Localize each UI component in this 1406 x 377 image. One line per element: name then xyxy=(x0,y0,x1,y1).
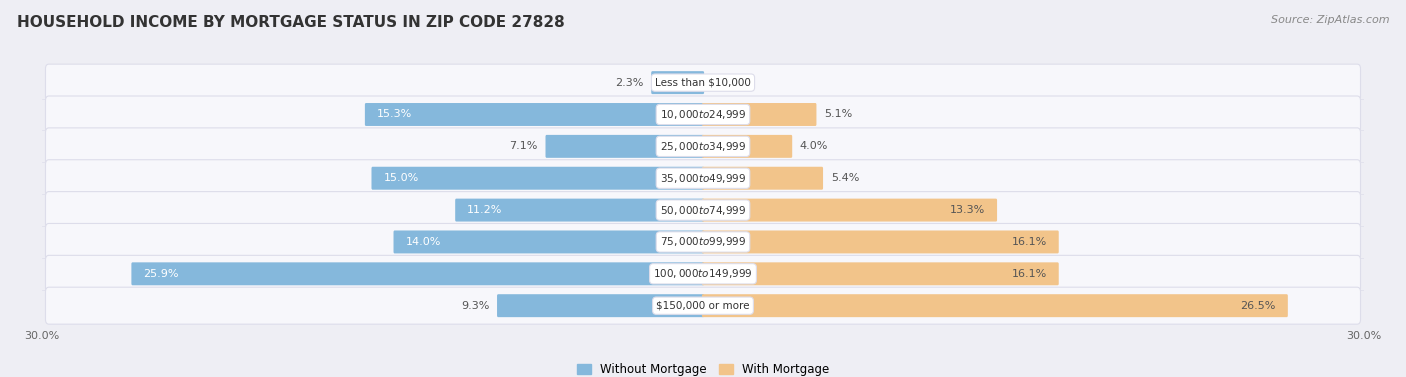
FancyBboxPatch shape xyxy=(702,103,817,126)
Text: $75,000 to $99,999: $75,000 to $99,999 xyxy=(659,236,747,248)
FancyBboxPatch shape xyxy=(366,103,704,126)
FancyBboxPatch shape xyxy=(45,255,1361,292)
Text: 16.1%: 16.1% xyxy=(1011,269,1046,279)
FancyBboxPatch shape xyxy=(456,199,704,222)
FancyBboxPatch shape xyxy=(45,128,1361,165)
FancyBboxPatch shape xyxy=(45,64,1361,101)
FancyBboxPatch shape xyxy=(651,71,704,94)
FancyBboxPatch shape xyxy=(702,230,1059,253)
Text: HOUSEHOLD INCOME BY MORTGAGE STATUS IN ZIP CODE 27828: HOUSEHOLD INCOME BY MORTGAGE STATUS IN Z… xyxy=(17,15,565,30)
FancyBboxPatch shape xyxy=(45,287,1361,324)
Text: Less than $10,000: Less than $10,000 xyxy=(655,78,751,87)
FancyBboxPatch shape xyxy=(371,167,704,190)
Text: 16.1%: 16.1% xyxy=(1011,237,1046,247)
FancyBboxPatch shape xyxy=(45,192,1361,228)
Text: $35,000 to $49,999: $35,000 to $49,999 xyxy=(659,172,747,185)
Text: $10,000 to $24,999: $10,000 to $24,999 xyxy=(659,108,747,121)
FancyBboxPatch shape xyxy=(702,199,997,222)
Text: 13.3%: 13.3% xyxy=(949,205,986,215)
FancyBboxPatch shape xyxy=(546,135,704,158)
FancyBboxPatch shape xyxy=(702,135,792,158)
FancyBboxPatch shape xyxy=(131,262,704,285)
Text: 2.3%: 2.3% xyxy=(616,78,644,87)
Text: 9.3%: 9.3% xyxy=(461,301,489,311)
Text: 4.0%: 4.0% xyxy=(800,141,828,151)
FancyBboxPatch shape xyxy=(45,96,1361,133)
Text: 0.0%: 0.0% xyxy=(711,78,740,87)
Text: 7.1%: 7.1% xyxy=(509,141,537,151)
Text: 25.9%: 25.9% xyxy=(143,269,179,279)
FancyBboxPatch shape xyxy=(702,167,823,190)
FancyBboxPatch shape xyxy=(394,230,704,253)
FancyBboxPatch shape xyxy=(702,294,1288,317)
Text: 14.0%: 14.0% xyxy=(405,237,441,247)
Text: $150,000 or more: $150,000 or more xyxy=(657,301,749,311)
Text: 5.1%: 5.1% xyxy=(824,109,852,120)
Text: 15.0%: 15.0% xyxy=(384,173,419,183)
Legend: Without Mortgage, With Mortgage: Without Mortgage, With Mortgage xyxy=(572,359,834,377)
FancyBboxPatch shape xyxy=(45,160,1361,197)
Text: 5.4%: 5.4% xyxy=(831,173,859,183)
Text: 11.2%: 11.2% xyxy=(467,205,503,215)
Text: $50,000 to $74,999: $50,000 to $74,999 xyxy=(659,204,747,217)
Text: $25,000 to $34,999: $25,000 to $34,999 xyxy=(659,140,747,153)
Text: $100,000 to $149,999: $100,000 to $149,999 xyxy=(654,267,752,280)
Text: 26.5%: 26.5% xyxy=(1240,301,1275,311)
FancyBboxPatch shape xyxy=(45,224,1361,261)
FancyBboxPatch shape xyxy=(498,294,704,317)
Text: 15.3%: 15.3% xyxy=(377,109,412,120)
Text: Source: ZipAtlas.com: Source: ZipAtlas.com xyxy=(1271,15,1389,25)
FancyBboxPatch shape xyxy=(702,262,1059,285)
